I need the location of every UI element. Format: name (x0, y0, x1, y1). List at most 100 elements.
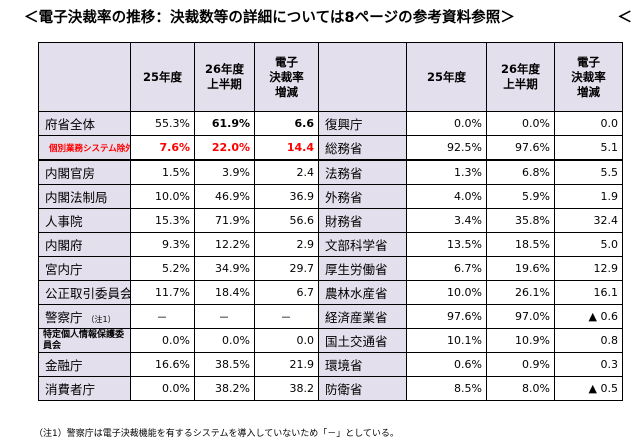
cell-fy25: 5.2% (130, 256, 195, 281)
table-row: 内閣府 9.3% 12.2% 2.9 文部科学省 13.5% 18.5% 5.0 (38, 232, 623, 257)
cell-diff: 36.9 (254, 184, 319, 209)
cell-fy26-right: 97.0% (486, 304, 555, 329)
cell-diff: 0.0 (254, 328, 319, 353)
header-fy26-h1-right: 26年度 上半期 (486, 42, 555, 112)
row-name-right: 総務省 (318, 135, 407, 161)
row-name-right: 防衛省 (318, 376, 407, 401)
row-name-right: 国土交通省 (318, 328, 407, 353)
header-fy26-h1: 26年度 上半期 (194, 42, 255, 112)
cell-diff: 38.2 (254, 376, 319, 401)
cell-fy25-right: 8.5% (406, 376, 487, 401)
table-row: 内閣法制局 10.0% 46.9% 36.9 外務省 4.0% 5.9% 1.9 (38, 184, 623, 209)
cell-fy26: － (194, 304, 255, 329)
table-row: 府省全体 55.3% 61.9% 6.6 復興庁 0.0% 0.0% 0.0 (38, 111, 623, 136)
table-row: 警察庁 （注1） － － － 経済産業省 97.6% 97.0% ▲ 0.6 (38, 304, 623, 329)
row-name: 宮内庁 (38, 256, 131, 281)
cell-fy25-right: 6.7% (406, 256, 487, 281)
cell-fy25: 15.3% (130, 208, 195, 233)
row-name-right: 農林水産省 (318, 280, 407, 305)
cell-fy26: 71.9% (194, 208, 255, 233)
row-name-right: 外務省 (318, 184, 407, 209)
cell-fy25-right: 3.4% (406, 208, 487, 233)
row-name-right: 経済産業省 (318, 304, 407, 329)
row-name: 特定個人情報保護委員会 (38, 328, 131, 353)
cell-fy25-right: 92.5% (406, 135, 487, 161)
cell-diff: 14.4 (254, 135, 319, 161)
row-name: 内閣府 (38, 232, 131, 257)
cell-diff-right: 5.5 (554, 159, 623, 185)
header-fy25-right: 25年度 (406, 42, 487, 112)
table-row: 消費者庁 0.0% 38.2% 38.2 防衛省 8.5% 8.0% ▲ 0.5 (38, 376, 623, 401)
row-name: 金融庁 (38, 352, 131, 377)
footnote: （注1）警察庁は電子決裁機能を有するシステムを導入していないため「－」としている… (34, 429, 399, 439)
cell-fy26: 38.2% (194, 376, 255, 401)
row-name: 公正取引委員会 (38, 280, 131, 305)
table-row: 宮内庁 5.2% 34.9% 29.7 厚生労働省 6.7% 19.6% 12.… (38, 256, 623, 281)
cell-diff-right: 0.0 (554, 111, 623, 136)
cell-fy26: 46.9% (194, 184, 255, 209)
cell-diff: 2.9 (254, 232, 319, 257)
cell-fy25: 7.6% (130, 135, 195, 161)
table-row: 公正取引委員会 11.7% 18.4% 6.7 農林水産省 10.0% 26.1… (38, 280, 623, 305)
cell-diff: 29.7 (254, 256, 319, 281)
cell-fy25-right: 13.5% (406, 232, 487, 257)
footnote-marker: （注1） (86, 315, 116, 324)
cell-fy25: 0.0% (130, 376, 195, 401)
row-name-right: 環境省 (318, 352, 407, 377)
cell-fy25-right: 97.6% (406, 304, 487, 329)
cell-fy26-right: 0.0% (486, 111, 555, 136)
cell-diff: 6.6 (254, 111, 319, 136)
cell-diff: 56.6 (254, 208, 319, 233)
row-name-excluding-systems: 個別業務システム除外 (38, 135, 131, 161)
cell-fy26: 18.4% (194, 280, 255, 305)
cell-fy26-right: 8.0% (486, 376, 555, 401)
row-name: 人事院 (38, 208, 131, 233)
row-name: 消費者庁 (38, 376, 131, 401)
row-name-right: 復興庁 (318, 111, 407, 136)
row-name: 府省全体 (38, 111, 131, 136)
cell-fy26-right: 18.5% (486, 232, 555, 257)
cell-fy25: － (130, 304, 195, 329)
cell-fy26-right: 26.1% (486, 280, 555, 305)
cell-diff-right: 16.1 (554, 280, 623, 305)
cell-fy25-right: 10.0% (406, 280, 487, 305)
table-row: 金融庁 16.6% 38.5% 21.9 環境省 0.6% 0.9% 0.3 (38, 352, 623, 377)
cell-fy25-right: 0.0% (406, 111, 487, 136)
row-name-right: 財務省 (318, 208, 407, 233)
cell-diff-right: 5.0 (554, 232, 623, 257)
cell-fy26: 22.0% (194, 135, 255, 161)
cell-fy25: 16.6% (130, 352, 195, 377)
header-rate-change-right: 電子 決裁率 増減 (554, 42, 623, 112)
row-name: 警察庁 （注1） (38, 304, 131, 329)
cell-fy26-right: 97.6% (486, 135, 555, 161)
cell-diff-right: 5.1 (554, 135, 623, 161)
row-name: 内閣法制局 (38, 184, 131, 209)
cell-diff-right: 1.9 (554, 184, 623, 209)
row-name-right: 厚生労働省 (318, 256, 407, 281)
cell-diff: 21.9 (254, 352, 319, 377)
page-title: ＜電子決裁率の推移：決裁数等の詳細については8ページの参考資料参照＞ (24, 10, 515, 26)
cell-diff-right: ▲ 0.6 (554, 304, 623, 329)
cell-fy25-right: 0.6% (406, 352, 487, 377)
header-blank-right (318, 42, 407, 112)
page-title-continuation: ＜ (617, 10, 632, 26)
table-row: 特定個人情報保護委員会 0.0% 0.0% 0.0 国土交通省 10.1% 10… (38, 328, 623, 353)
cell-fy26: 12.2% (194, 232, 255, 257)
cell-fy26-right: 5.9% (486, 184, 555, 209)
header-blank-left (38, 42, 131, 112)
row-name-right: 法務省 (318, 159, 407, 185)
header-fy25: 25年度 (130, 42, 195, 112)
cell-diff: － (254, 304, 319, 329)
header-rate-change: 電子 決裁率 増減 (254, 42, 319, 112)
cell-fy25-right: 10.1% (406, 328, 487, 353)
cell-fy26-right: 10.9% (486, 328, 555, 353)
e-approval-rate-table: 25年度 26年度 上半期 電子 決裁率 増減 25年度 26年度 上半期 電子 決裁率増… (38, 42, 623, 401)
cell-fy25: 10.0% (130, 184, 195, 209)
cell-fy25: 0.0% (130, 328, 195, 353)
cell-diff-right: ▲ 0.5 (554, 376, 623, 401)
cell-fy25: 55.3% (130, 111, 195, 136)
cell-fy25: 1.5% (130, 159, 195, 185)
table-header-row: 25年度 26年度 上半期 電子 決裁率 増減 25年度 26年度 上半期 電子 決裁率増… (38, 42, 623, 112)
row-name-right: 文部科学省 (318, 232, 407, 257)
cell-diff-right: 0.3 (554, 352, 623, 377)
